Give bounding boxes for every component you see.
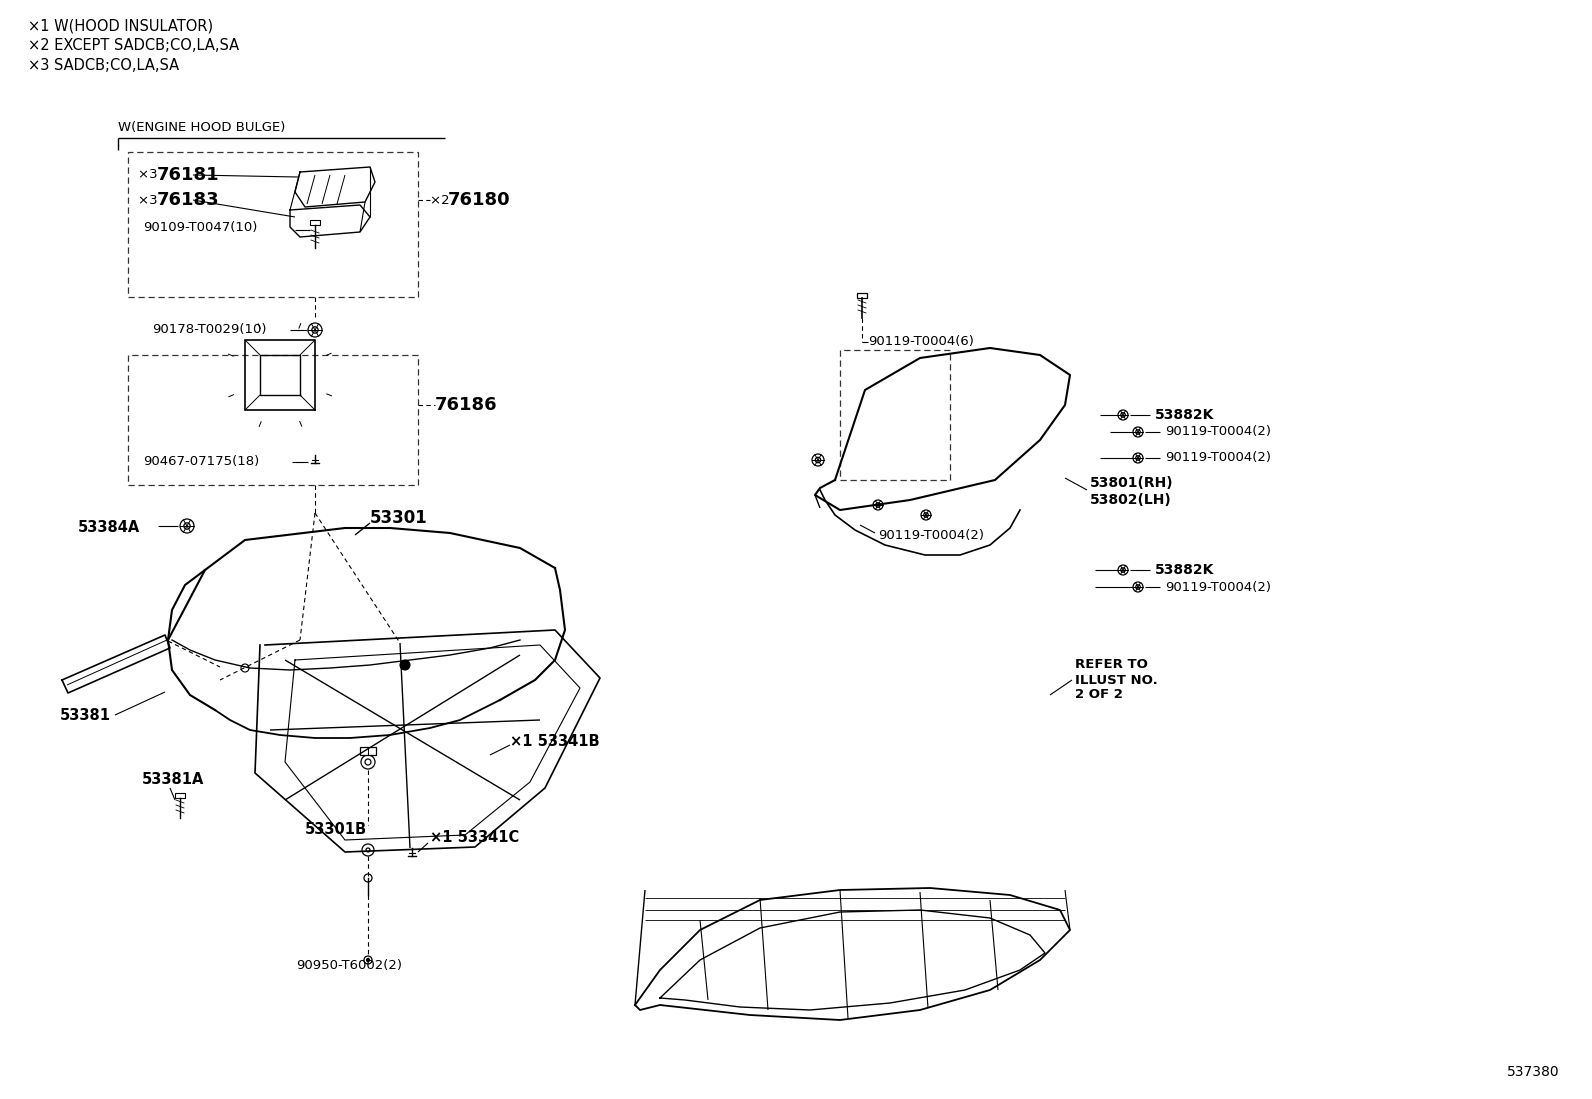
Text: 53381: 53381 (60, 708, 111, 722)
Bar (127, 355, 419, 485)
Text: 76181: 76181 (158, 166, 220, 184)
Text: 76180: 76180 (447, 191, 511, 209)
Text: ×3: ×3 (139, 168, 162, 181)
Text: 76186: 76186 (435, 396, 498, 414)
Text: W(ENGINE HOOD BULGE): W(ENGINE HOOD BULGE) (118, 122, 285, 134)
Text: 90467-07175(18): 90467-07175(18) (143, 455, 259, 468)
Text: 90119-T0004(2): 90119-T0004(2) (1165, 452, 1270, 465)
Text: 90119-T0004(2): 90119-T0004(2) (1165, 425, 1270, 439)
Text: 53301B: 53301B (306, 822, 368, 837)
Bar (310, 220, 320, 225)
Text: 53882K: 53882K (1156, 563, 1215, 577)
Circle shape (366, 958, 369, 962)
Circle shape (400, 660, 411, 670)
Text: 53301: 53301 (369, 509, 428, 528)
Text: ×2: ×2 (430, 193, 454, 207)
Text: 76183: 76183 (158, 191, 220, 209)
Bar (360, 747, 376, 755)
Text: ILLUST NO.: ILLUST NO. (1075, 674, 1157, 687)
Text: ×1 W(HOOD INSULATOR): ×1 W(HOOD INSULATOR) (29, 19, 213, 33)
Text: 90119-T0004(2): 90119-T0004(2) (1165, 580, 1270, 593)
Text: 2 OF 2: 2 OF 2 (1075, 688, 1122, 701)
Text: 90109-T0047(10): 90109-T0047(10) (143, 222, 258, 234)
Text: ×2 EXCEPT SADCB;CO,LA,SA: ×2 EXCEPT SADCB;CO,LA,SA (29, 38, 239, 54)
Text: 53802(LH): 53802(LH) (1091, 493, 1172, 507)
Text: ×1 53341C: ×1 53341C (430, 831, 519, 845)
Text: 53381A: 53381A (142, 773, 204, 788)
Text: 90119-T0004(2): 90119-T0004(2) (879, 529, 984, 542)
Bar (175, 793, 185, 798)
Text: 90178-T0029(10): 90178-T0029(10) (151, 323, 266, 336)
Text: 53882K: 53882K (1156, 408, 1215, 422)
Text: ×3: ×3 (139, 193, 162, 207)
Text: 90119-T0004(6): 90119-T0004(6) (868, 335, 974, 348)
Text: REFER TO: REFER TO (1075, 658, 1148, 671)
Text: 53384A: 53384A (78, 521, 140, 535)
Text: ×1 53341B: ×1 53341B (509, 734, 600, 750)
Text: 90950-T6002(2): 90950-T6002(2) (296, 958, 403, 972)
Text: 537380: 537380 (1508, 1065, 1560, 1079)
Text: 53801(RH): 53801(RH) (1091, 476, 1173, 490)
Bar (127, 152, 419, 297)
Bar (841, 349, 950, 480)
Bar (856, 293, 868, 298)
Text: ×3 SADCB;CO,LA,SA: ×3 SADCB;CO,LA,SA (29, 58, 180, 74)
